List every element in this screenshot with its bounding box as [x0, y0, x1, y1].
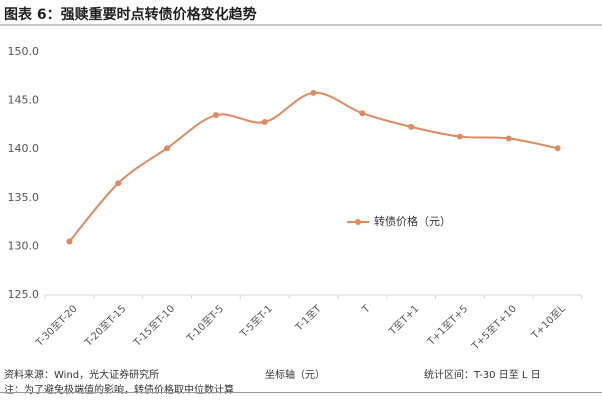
- legend: 转债价格（元）: [347, 214, 451, 228]
- x-tick-label: T+1至T+5: [424, 303, 470, 349]
- source-note: 资料来源：Wind，光大证券研究所: [4, 370, 160, 381]
- y-tick-label: 140.0: [8, 142, 40, 155]
- y-tick-label: 145.0: [8, 94, 40, 107]
- legend-label: 转债价格（元）: [374, 214, 451, 228]
- y-axis: 125.0 130.0 135.0 140.0 145.0 150.0: [8, 45, 40, 301]
- data-point: [164, 145, 171, 152]
- x-tick-label: T: [360, 303, 373, 316]
- y-tick-label: 125.0: [8, 288, 40, 301]
- chart-title: 图表 6：强赎重要时点转债价格变化趋势: [4, 7, 257, 23]
- x-axis: T-30至T-20 T-20至T-15 T-15至T-10 T-10至T-5 T-5至T…: [33, 302, 568, 353]
- x-tick-label: T-20至T-15: [82, 303, 129, 350]
- footer-divider: [0, 392, 602, 393]
- data-point: [115, 180, 122, 187]
- data-point: [66, 238, 73, 245]
- period-note: 统计区间：T-30 日至 L 日: [424, 370, 541, 381]
- axis-caption: 坐标轴（元）: [265, 370, 325, 381]
- y-tick-label: 135.0: [8, 191, 40, 204]
- x-tick-label: T至T+1: [386, 303, 421, 338]
- y-tick-label: 150.0: [8, 45, 40, 58]
- x-tick-label: T-1至T: [292, 302, 324, 334]
- y-tick-label: 130.0: [8, 239, 40, 252]
- data-point: [408, 123, 415, 130]
- x-tick-label: T-10至T-5: [184, 303, 226, 345]
- line-chart: 125.0 130.0 135.0 140.0 145.0 150.0 T-30至T-20…: [8, 45, 583, 353]
- data-point: [310, 89, 317, 96]
- x-tick-label: T-5至T-1: [237, 303, 275, 341]
- x-tick-label: T-30至T-20: [33, 303, 80, 350]
- data-point: [359, 110, 366, 117]
- data-point: [456, 133, 463, 140]
- series-line: [68, 91, 558, 243]
- data-point: [505, 135, 512, 142]
- x-tick-label: T+10至L: [528, 302, 568, 342]
- x-tick-label: T+5至T+10: [469, 303, 519, 353]
- series-points: [66, 89, 561, 245]
- x-axis-tick-marks: [44, 295, 583, 299]
- data-point: [261, 118, 268, 125]
- legend-marker: [355, 219, 361, 225]
- x-tick-label: T-15至T-10: [131, 303, 178, 350]
- data-point: [212, 112, 219, 119]
- title-divider: [0, 24, 602, 26]
- method-note: 注：为了避免极端值的影响，转债价格取中位数计算: [4, 385, 234, 396]
- data-point: [554, 145, 561, 152]
